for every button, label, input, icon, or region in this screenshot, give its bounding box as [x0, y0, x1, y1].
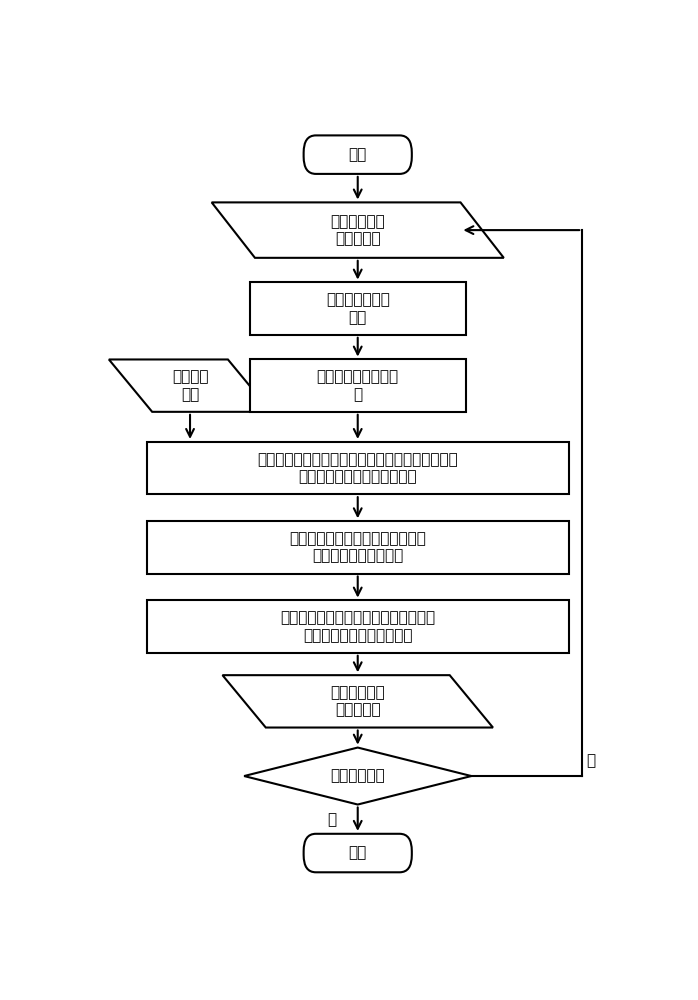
Text: 行人检测
模型: 行人检测 模型: [172, 369, 208, 402]
Polygon shape: [223, 675, 493, 728]
Text: 输出检测目标
及对应距离: 输出检测目标 及对应距离: [330, 685, 385, 718]
Bar: [250, 282, 466, 335]
Text: 开始: 开始: [348, 147, 367, 162]
Bar: [147, 442, 569, 494]
Bar: [250, 359, 466, 412]
Text: 否: 否: [586, 753, 595, 768]
Text: 利用训练好的行人检测模型在道路场景的限定范围
内对左图像中的行人进行检测: 利用训练好的行人检测模型在道路场景的限定范围 内对左图像中的行人进行检测: [258, 452, 458, 484]
Text: 道路场景柱状模型计
算: 道路场景柱状模型计 算: [317, 369, 399, 402]
Bar: [147, 521, 569, 574]
Text: 双目图像预处理
过程: 双目图像预处理 过程: [326, 292, 389, 325]
Text: 输入是否结束: 输入是否结束: [330, 769, 385, 784]
Text: 根据左图像检测结果中所取匹配点的视
差值计算该检测结果的深度: 根据左图像检测结果中所取匹配点的视 差值计算该检测结果的深度: [280, 610, 436, 643]
Text: 是: 是: [327, 812, 336, 827]
Polygon shape: [244, 748, 471, 805]
FancyBboxPatch shape: [304, 135, 412, 174]
Text: 在左图像上检测结果提取匹配点特
征，计算匹配点视差值: 在左图像上检测结果提取匹配点特 征，计算匹配点视差值: [289, 531, 426, 564]
Polygon shape: [211, 202, 504, 258]
FancyBboxPatch shape: [304, 834, 412, 872]
Text: 双目连续帧道
路场景图像: 双目连续帧道 路场景图像: [330, 214, 385, 246]
Text: 结束: 结束: [348, 846, 367, 861]
Bar: [147, 600, 569, 653]
Polygon shape: [109, 359, 271, 412]
